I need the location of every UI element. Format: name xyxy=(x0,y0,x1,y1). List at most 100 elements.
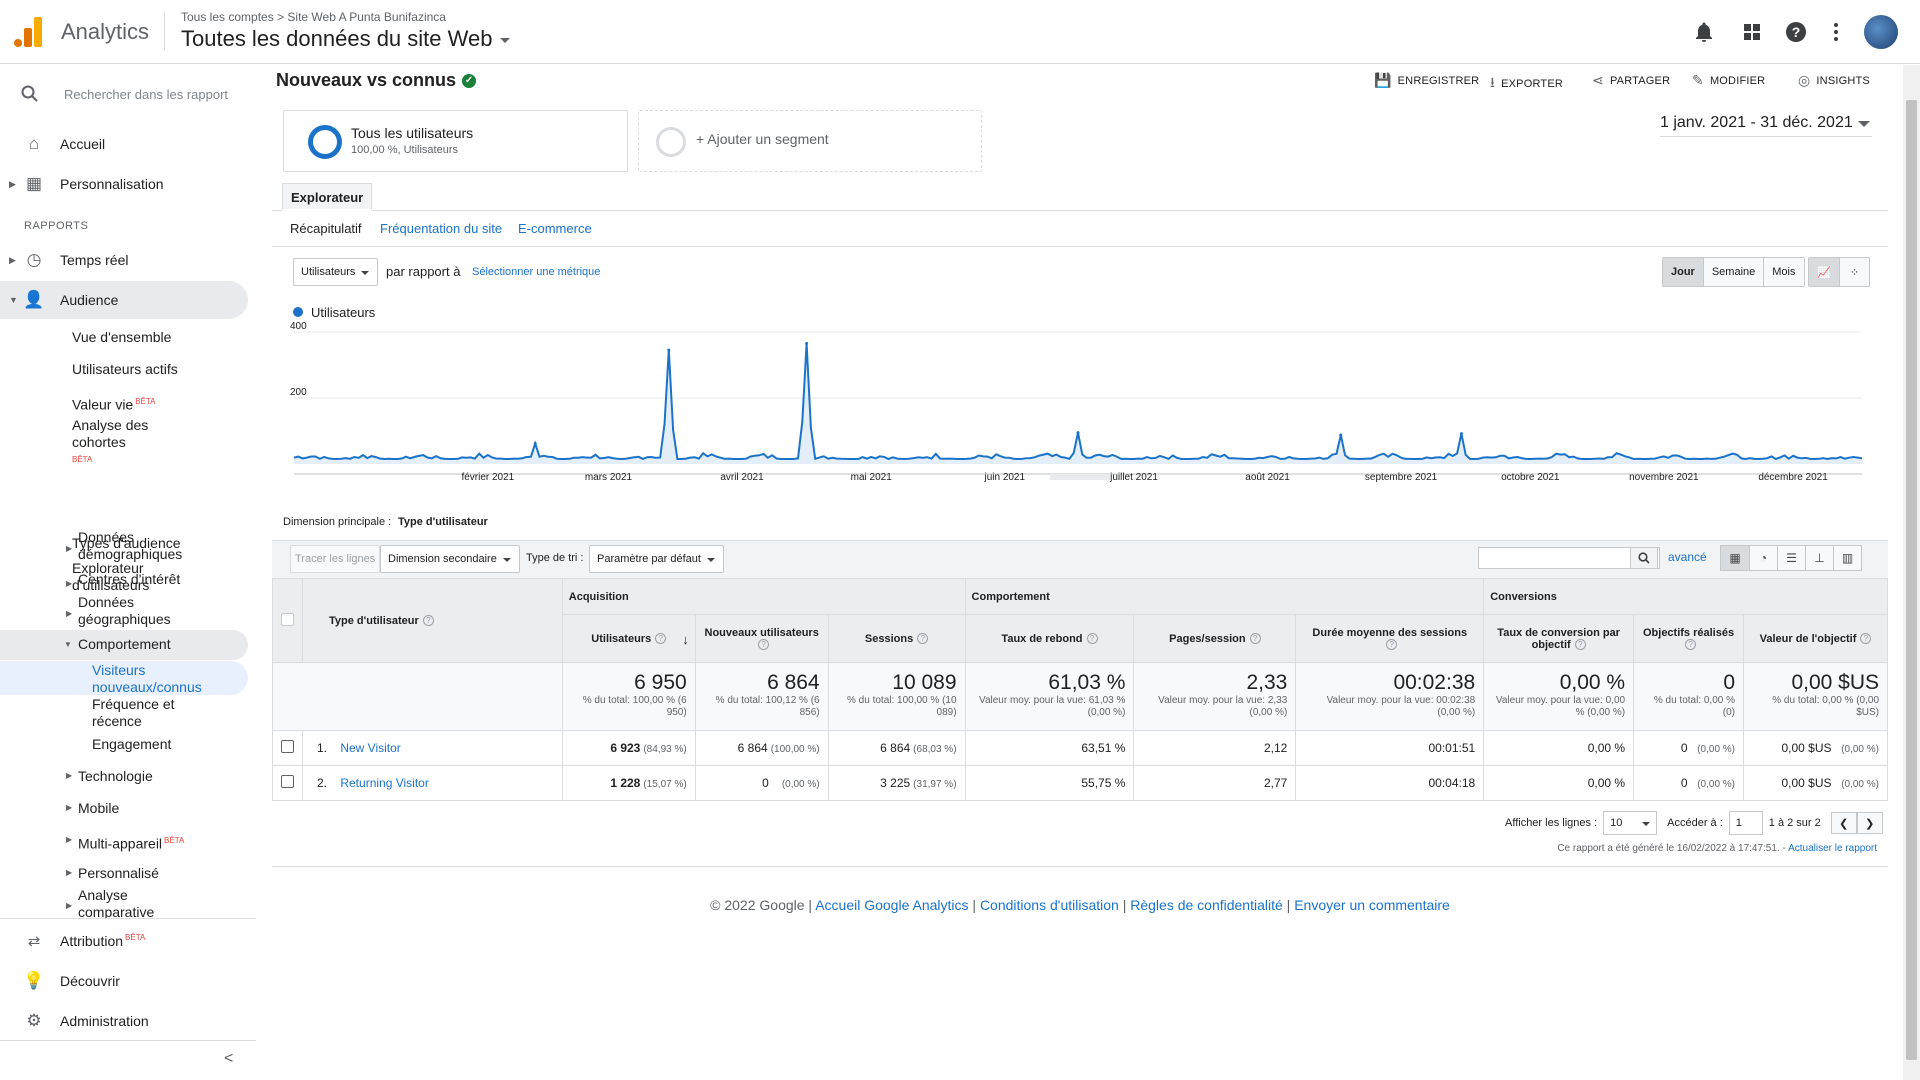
share-button[interactable]: ⋖ PARTAGER xyxy=(1592,72,1670,89)
sidebar-item-interests[interactable]: Centres d'intérêt xyxy=(78,571,181,587)
col-bounce-rate[interactable]: Taux de rebond? xyxy=(964,614,1135,663)
breadcrumb-property[interactable]: Site Web A Punta Bunifazinca xyxy=(287,10,446,24)
granularity-day[interactable]: Jour xyxy=(1663,258,1703,286)
sidebar-item-cross-device[interactable]: Multi-appareil BÊTA xyxy=(78,832,208,853)
col-new-users[interactable]: Nouveaux utilisateurs? xyxy=(694,614,829,663)
col-pages-session[interactable]: Pages/session? xyxy=(1133,614,1297,663)
col-avg-duration[interactable]: Durée moyenne des sessions? xyxy=(1295,614,1485,663)
view-selector[interactable]: Toutes les données du site Web xyxy=(181,26,511,52)
col-sessions[interactable]: Sessions? xyxy=(827,614,966,663)
help-icon[interactable]: ? xyxy=(1860,633,1872,645)
breadcrumb[interactable]: Tous les comptes > Site Web A Punta Buni… xyxy=(181,10,446,24)
sidebar-item-realtime[interactable]: ▶ ◷ Temps réel xyxy=(0,241,262,279)
sidebar-item-admin[interactable]: ⚙ Administration xyxy=(0,1002,262,1040)
pivot-view-icon[interactable]: ▥ xyxy=(1833,546,1861,570)
footer-link-feedback[interactable]: Envoyer un commentaire xyxy=(1294,897,1450,913)
help-icon[interactable]: ? xyxy=(655,633,667,645)
select-metric-link[interactable]: Sélectionner une métrique xyxy=(472,266,601,278)
col-users[interactable]: Utilisateurs? ↓ xyxy=(561,614,696,663)
primary-dimension-value[interactable]: Type d'utilisateur xyxy=(398,516,488,528)
help-icon[interactable]: ? xyxy=(1574,639,1586,651)
bell-icon[interactable] xyxy=(1690,18,1718,46)
subtab-summary[interactable]: Récapitulatif xyxy=(290,221,362,236)
data-table-icon[interactable]: ▦ xyxy=(1721,546,1749,570)
select-all-checkbox[interactable] xyxy=(280,612,294,626)
sidebar-item-customization[interactable]: ▶ ▦ Personnalisation xyxy=(0,165,262,203)
performance-view-icon[interactable]: ☰ xyxy=(1777,546,1805,570)
col-goal-completions[interactable]: Objectifs réalisés? xyxy=(1633,614,1745,663)
secondary-dimension-select[interactable]: Dimension secondaire xyxy=(380,545,520,573)
subtab-ecommerce[interactable]: E-commerce xyxy=(518,221,592,236)
edit-button[interactable]: ✎ MODIFIER xyxy=(1692,72,1765,89)
help-icon[interactable]: ? xyxy=(1249,633,1261,645)
sidebar-item-mobile[interactable]: Mobile xyxy=(78,800,120,816)
help-icon[interactable]: ? xyxy=(758,639,770,651)
row-checkbox[interactable] xyxy=(280,740,294,753)
table-search-input[interactable] xyxy=(1478,547,1660,569)
subtab-site-usage[interactable]: Fréquentation du site xyxy=(380,221,503,236)
help-icon[interactable]: ? xyxy=(1386,639,1398,651)
insights-button[interactable]: ◎ INSIGHTS xyxy=(1798,72,1870,89)
motion-chart-icon[interactable]: ⁘ xyxy=(1839,258,1869,286)
footer-link-terms[interactable]: Conditions d'utilisation xyxy=(979,897,1119,913)
next-page-button[interactable]: ❯ xyxy=(1856,812,1883,834)
sidebar-item-engagement[interactable]: Engagement xyxy=(92,736,172,752)
sidebar-item-attribution[interactable]: ⇄ Attribution BÊTA xyxy=(0,922,262,960)
tab-explorer[interactable]: Explorateur xyxy=(282,183,373,211)
scrollbar-thumb[interactable] xyxy=(1906,100,1917,1060)
date-range-picker[interactable]: 1 janv. 2021 - 31 déc. 2021 xyxy=(1660,114,1872,137)
col-goal-value[interactable]: Valeur de l'objectif? xyxy=(1743,614,1888,663)
breadcrumb-account[interactable]: Tous les comptes xyxy=(181,10,274,24)
sidebar-item-audience[interactable]: ▼ 👤 Audience xyxy=(0,281,248,319)
pie-view-icon[interactable]: ◔ xyxy=(1749,546,1777,570)
help-icon[interactable]: ? xyxy=(1782,18,1810,46)
col-conversion-rate[interactable]: Taux de conversion par objectif? xyxy=(1483,614,1635,663)
sidebar-item-demographics[interactable]: Données démographiques xyxy=(78,529,208,563)
apps-grid-icon[interactable] xyxy=(1738,18,1766,46)
help-icon[interactable]: ? xyxy=(917,633,929,645)
sidebar-item-behavior[interactable]: Comportement xyxy=(78,636,171,652)
more-vert-icon[interactable] xyxy=(1822,18,1850,46)
sidebar-item-user-explorer[interactable]: Explorateur d'utilisateurs xyxy=(72,560,192,594)
sidebar-item-lifetime-value[interactable]: Valeur vie BÊTA xyxy=(72,393,192,414)
help-icon[interactable]: ? xyxy=(1086,633,1098,645)
prev-page-button[interactable]: ❮ xyxy=(1830,812,1857,834)
sidebar-item-technology[interactable]: Technologie xyxy=(78,768,153,784)
sidebar-item-overview[interactable]: Vue d'ensemble xyxy=(72,329,172,345)
add-segment-button[interactable]: + Ajouter un segment xyxy=(638,110,982,172)
refresh-report-link[interactable]: Actualiser le rapport xyxy=(1788,843,1877,854)
comparison-view-icon[interactable]: ⊥ xyxy=(1805,546,1833,570)
help-icon[interactable]: ? xyxy=(422,615,434,627)
footer-link-home[interactable]: Accueil Google Analytics xyxy=(815,897,969,913)
sort-type-select[interactable]: Paramètre par défaut xyxy=(589,545,724,573)
footer-link-privacy[interactable]: Règles de confidentialité xyxy=(1130,897,1283,913)
goto-page-input[interactable]: 1 xyxy=(1728,811,1763,835)
plot-rows-button[interactable]: Tracer les lignes xyxy=(290,545,381,573)
sidebar-search[interactable]: Rechercher dans les rapport xyxy=(0,65,262,123)
sidebar-item-custom[interactable]: Personnalisé xyxy=(78,865,159,881)
sidebar-item-geo[interactable]: Données géographiques xyxy=(78,594,208,628)
sidebar-item-home[interactable]: ⌂ Accueil xyxy=(0,125,262,163)
export-button[interactable]: ⭳ EXPORTER xyxy=(1490,72,1563,96)
sidebar-item-benchmarking[interactable]: Analyse comparative xyxy=(78,887,208,919)
dimension-header[interactable]: Type d'utilisateur? xyxy=(301,578,563,663)
row-dimension-link[interactable]: Returning Visitor xyxy=(340,776,429,790)
segment-all-users[interactable]: Tous les utilisateurs 100,00 %, Utilisat… xyxy=(283,110,628,172)
sort-desc-arrow-icon[interactable]: ↓ xyxy=(682,632,689,647)
granularity-week[interactable]: Semaine xyxy=(1702,258,1764,286)
analytics-logo-icon[interactable] xyxy=(14,15,44,47)
avatar[interactable] xyxy=(1864,15,1898,49)
collapse-sidebar-icon[interactable]: < xyxy=(224,1050,234,1067)
advanced-filter-link[interactable]: avancé xyxy=(1668,550,1707,564)
metric-select[interactable]: Utilisateurs xyxy=(293,258,379,286)
save-button[interactable]: 💾 ENREGISTRER xyxy=(1374,72,1479,89)
row-checkbox[interactable] xyxy=(280,775,294,788)
sidebar-item-new-vs-returning[interactable]: Visiteurs nouveaux/connus xyxy=(92,662,222,696)
sidebar-item-audiences[interactable]: Types d'audience xyxy=(72,535,181,551)
sidebar-item-active-users[interactable]: Utilisateurs actifs xyxy=(72,361,178,377)
sidebar-item-cohort[interactable]: Analyse des cohortes BÊTA xyxy=(72,417,192,468)
sidebar-item-frequency[interactable]: Fréquence et récence xyxy=(92,696,222,730)
sidebar-item-discover[interactable]: 💡 Découvrir xyxy=(0,962,262,1000)
granularity-month[interactable]: Mois xyxy=(1763,258,1804,286)
row-dimension-link[interactable]: New Visitor xyxy=(340,741,401,755)
